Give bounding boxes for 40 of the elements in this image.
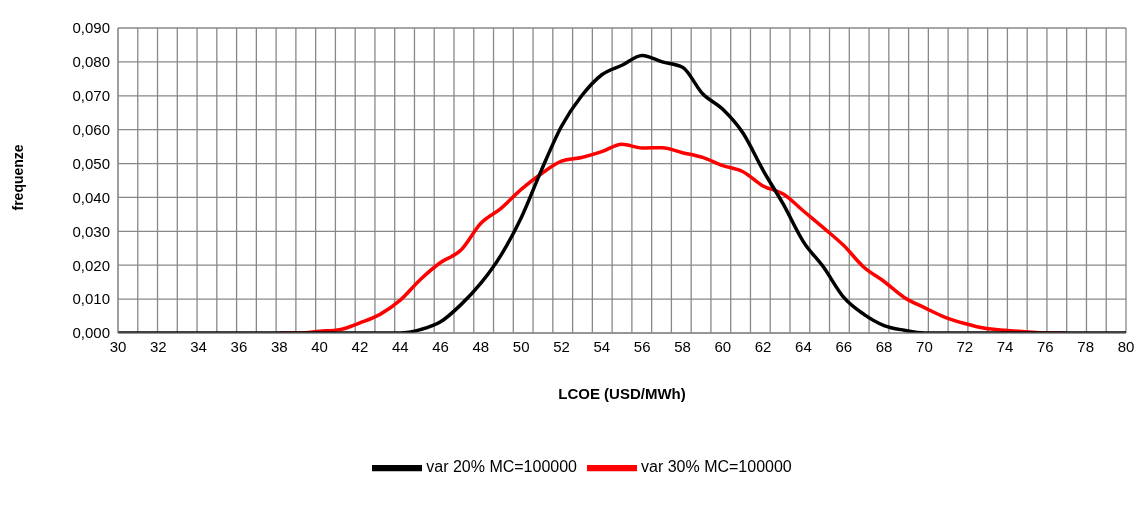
x-tick-label: 80 [1117, 337, 1135, 355]
y-tick-label: 0,030 [72, 222, 110, 240]
x-tick-label: 64 [795, 337, 812, 355]
y-tick-label: 0,020 [72, 256, 110, 274]
x-tick-label: 74 [996, 337, 1014, 355]
x-tick-label: 72 [956, 337, 974, 355]
x-tick-label: 52 [553, 337, 570, 355]
legend-label: var 20% MC=100000 [426, 458, 577, 476]
x-tick-label: 32 [149, 337, 167, 355]
y-tick-label: 0,060 [72, 120, 110, 138]
x-tick-label: 56 [633, 337, 651, 355]
x-tick-label: 62 [754, 337, 772, 355]
x-tick-label: 44 [391, 337, 409, 355]
x-tick-label: 70 [916, 337, 933, 355]
y-tick-label: 0,090 [72, 19, 110, 37]
x-tick-label: 36 [230, 337, 248, 355]
x-tick-label: 30 [109, 337, 127, 355]
x-tick-label: 76 [1037, 337, 1054, 355]
x-tick-label: 58 [674, 337, 691, 355]
x-tick-label: 48 [472, 337, 490, 355]
x-tick-label: 78 [1077, 337, 1095, 355]
x-tick-label: 60 [714, 337, 732, 355]
y-tick-label: 0,080 [72, 53, 110, 71]
x-tick-label: 34 [190, 337, 207, 355]
x-tick-label: 42 [351, 337, 369, 355]
x-tick-label: 68 [875, 337, 893, 355]
y-tick-label: 0,040 [72, 188, 110, 206]
x-axis-title: LCOE (USD/MWh) [558, 384, 686, 402]
x-tick-label: 50 [512, 337, 530, 355]
x-tick-label: 54 [593, 337, 611, 355]
y-tick-label: 0,070 [72, 87, 110, 105]
x-tick-label: 66 [835, 337, 853, 355]
x-tick-label: 46 [432, 337, 449, 355]
y-tick-label: 0,000 [72, 324, 110, 342]
y-tick-label: 0,010 [72, 290, 110, 308]
legend-label: var 30% MC=100000 [641, 458, 792, 476]
y-axis-title: frequenze [9, 144, 26, 211]
y-tick-label: 0,050 [72, 154, 110, 172]
x-tick-label: 40 [311, 337, 328, 355]
x-tick-label: 38 [270, 337, 288, 355]
